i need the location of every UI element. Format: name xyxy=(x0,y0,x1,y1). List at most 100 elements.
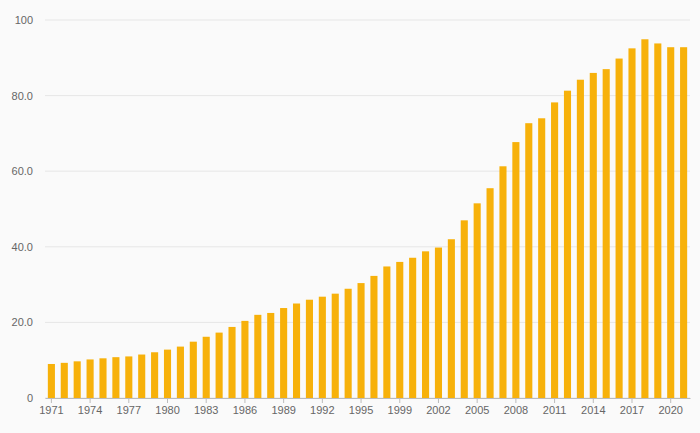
x-tick-mark xyxy=(51,398,52,403)
bar xyxy=(74,361,81,398)
bar xyxy=(203,337,210,398)
x-tick-label: 2011 xyxy=(543,404,567,416)
bar xyxy=(448,239,455,398)
x-tick-mark xyxy=(670,398,671,403)
x-tick: 1995 xyxy=(349,398,373,416)
bar xyxy=(577,80,584,398)
x-tick-label: 2020 xyxy=(658,404,682,416)
y-tick: 20.0 xyxy=(12,316,45,328)
y-axis-line xyxy=(45,21,46,399)
bar xyxy=(125,356,132,398)
bar xyxy=(99,358,106,398)
y-tick-label: 20.0 xyxy=(12,316,33,328)
bar xyxy=(370,276,377,398)
x-tick-label: 2008 xyxy=(504,404,528,416)
x-tick: 1980 xyxy=(155,398,179,416)
x-tick: 2002 xyxy=(426,398,450,416)
x-tick-label: 2014 xyxy=(581,404,605,416)
y-tick-label: 60.0 xyxy=(12,165,33,177)
bar xyxy=(499,166,506,398)
x-tick-mark xyxy=(322,398,323,403)
y-tick: 80.0 xyxy=(12,90,45,102)
x-tick-label: 1971 xyxy=(39,404,63,416)
bar xyxy=(280,308,287,398)
x-tick: 1974 xyxy=(78,398,102,416)
bar xyxy=(332,294,339,398)
bar xyxy=(138,355,145,398)
x-tick-mark xyxy=(438,398,439,403)
x-tick-mark xyxy=(632,398,633,403)
bar xyxy=(461,220,468,398)
grid xyxy=(45,20,690,398)
bar xyxy=(267,313,274,398)
plot: 0 20.0 40.0 60.0 80.0 100 1971 1974 1977 1980 1983… xyxy=(12,14,691,416)
chart: 0 20.0 40.0 60.0 80.0 100 1971 1974 1977 1980 1983… xyxy=(0,0,700,433)
x-tick-mark xyxy=(361,398,362,403)
x-tick-label: 1977 xyxy=(117,404,141,416)
bar xyxy=(358,283,365,398)
y-tick-label: 0 xyxy=(27,392,33,404)
bar xyxy=(525,123,532,398)
x-tick: 2011 xyxy=(543,398,567,416)
x-tick-mark xyxy=(206,398,207,403)
bar xyxy=(164,350,171,398)
bar xyxy=(345,289,352,398)
bar xyxy=(667,47,674,398)
bar xyxy=(216,333,223,398)
bar xyxy=(190,342,197,398)
x-tick-label: 2005 xyxy=(465,404,489,416)
x-tick-label: 1999 xyxy=(388,404,412,416)
x-tick: 2017 xyxy=(620,398,644,416)
y-tick-label: 100 xyxy=(15,14,33,26)
bar xyxy=(654,43,661,398)
x-tick-mark xyxy=(399,398,400,403)
x-tick-mark xyxy=(167,398,168,403)
x-tick: 1992 xyxy=(310,398,334,416)
x-tick: 2008 xyxy=(504,398,528,416)
x-tick: 1989 xyxy=(271,398,295,416)
bar xyxy=(487,188,494,398)
bar xyxy=(61,363,68,398)
x-tick-label: 1980 xyxy=(155,404,179,416)
y-tick: 40.0 xyxy=(12,241,45,253)
bar xyxy=(293,304,300,399)
x-tick: 1986 xyxy=(233,398,257,416)
x-tick-label: 2017 xyxy=(620,404,644,416)
bar xyxy=(435,248,442,398)
bar xyxy=(241,321,248,398)
y-tick: 0 xyxy=(27,392,45,404)
x-tick-label: 2002 xyxy=(426,404,450,416)
x-tick-label: 1974 xyxy=(78,404,102,416)
x-tick-mark xyxy=(283,398,284,403)
bar xyxy=(87,359,94,398)
bar xyxy=(228,327,235,398)
bar xyxy=(512,142,519,398)
bars xyxy=(48,39,687,398)
x-tick: 1983 xyxy=(194,398,218,416)
bar xyxy=(112,357,119,398)
bar xyxy=(306,300,313,398)
x-tick: 1999 xyxy=(388,398,412,416)
bar xyxy=(551,102,558,398)
x-tick: 1971 xyxy=(39,398,63,416)
bar xyxy=(319,297,326,398)
bar xyxy=(396,262,403,398)
bar xyxy=(616,59,623,398)
x-tick-label: 1989 xyxy=(271,404,295,416)
y-tick: 60.0 xyxy=(12,165,45,177)
x-tick-mark xyxy=(554,398,555,403)
x-tick-mark xyxy=(128,398,129,403)
bar xyxy=(680,47,687,398)
x-tick: 1977 xyxy=(117,398,141,416)
bar xyxy=(151,352,158,398)
x-tick-label: 1995 xyxy=(349,404,373,416)
bar xyxy=(538,118,545,398)
bar xyxy=(383,266,390,398)
grid-line xyxy=(45,20,690,21)
bar xyxy=(641,39,648,398)
y-tick-label: 80.0 xyxy=(12,90,33,102)
x-tick: 2020 xyxy=(658,398,682,416)
bar xyxy=(603,69,610,398)
x-tick-label: 1983 xyxy=(194,404,218,416)
x-axis: 1971 1974 1977 1980 1983 1986 1989 1992 1995 1999… xyxy=(39,398,690,416)
